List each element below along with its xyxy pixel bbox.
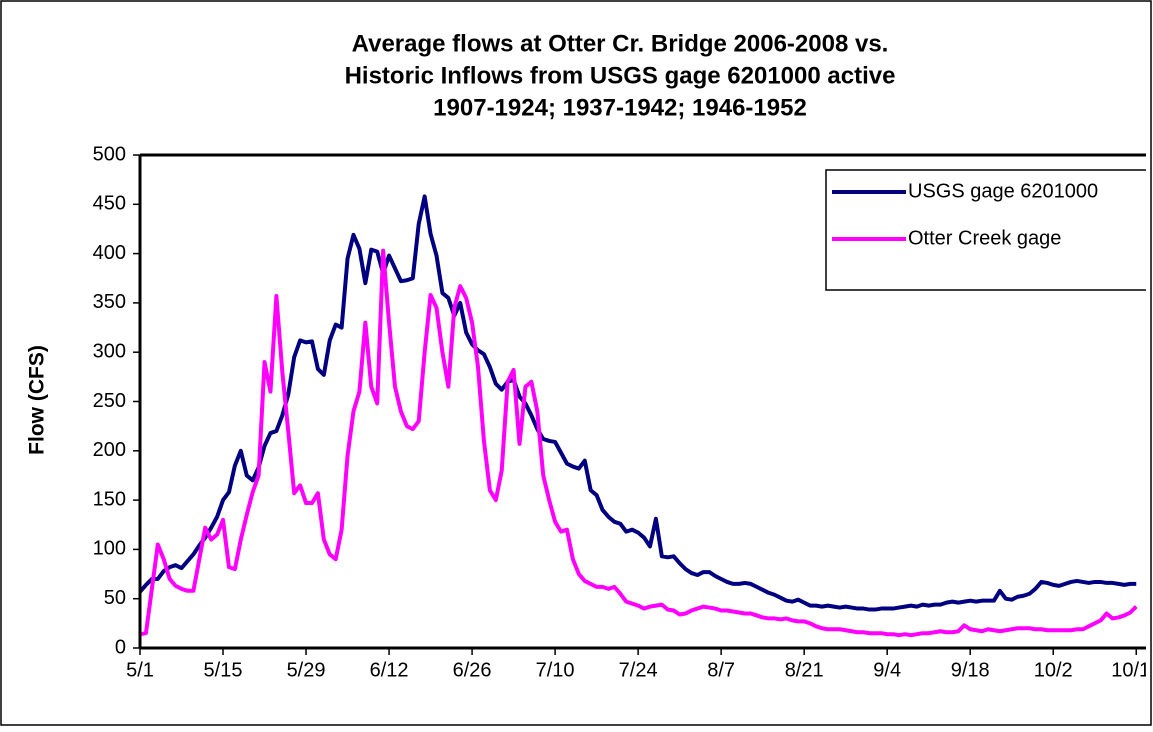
series-line [138, 194, 1137, 612]
x-tick-label: 5/1 [126, 659, 154, 681]
x-tick-label: 6/12 [370, 659, 409, 681]
legend-label: Otter Creek gage [908, 227, 1061, 249]
chart-title: Historic Inflows from USGS gage 6201000 … [345, 62, 896, 89]
x-tick-label: 5/29 [287, 659, 326, 681]
x-tick-label: 5/15 [204, 659, 243, 681]
plot-area: 5/1 5/15 5/29 6/12 6/26 7/10 7/24 8/7 8/21 9/4 9/1… [126, 153, 1153, 681]
y-tick-label: 200 [93, 439, 126, 461]
x-tick-label: 7/24 [619, 659, 658, 681]
y-tick-label: 350 [93, 291, 126, 313]
y-tick-label: 0 [115, 636, 126, 658]
y-tick-label: 100 [93, 538, 126, 560]
y-tick-label: 250 [93, 390, 126, 412]
y-tick-label: 500 [93, 143, 126, 165]
y-tick-label: 50 [104, 587, 126, 609]
y-tick-label: 300 [93, 340, 126, 362]
legend-label: USGS gage 6201000 [908, 180, 1098, 202]
series-line [139, 248, 1138, 638]
x-tick-label: 8/7 [707, 659, 735, 681]
y-tick-label: 450 [93, 193, 126, 215]
x-tick-label: 7/10 [536, 659, 575, 681]
x-tick-label: 6/26 [453, 659, 492, 681]
y-tick-label: 400 [93, 242, 126, 264]
y-axis-label: Flow (CFS) [26, 345, 49, 455]
x-tick-label: 8/21 [785, 659, 824, 681]
chart-title: 1907-1924; 1937-1942; 1946-1952 [433, 94, 807, 121]
x-tick-label: 10/16 [1111, 659, 1153, 681]
x-tick-label: 9/18 [951, 659, 990, 681]
y-tick-label: 150 [93, 488, 126, 510]
chart-title: Average flows at Otter Cr. Bridge 2006-2… [352, 30, 889, 57]
x-tick-label: 9/4 [873, 659, 901, 681]
x-tick-label: 10/2 [1034, 659, 1073, 681]
